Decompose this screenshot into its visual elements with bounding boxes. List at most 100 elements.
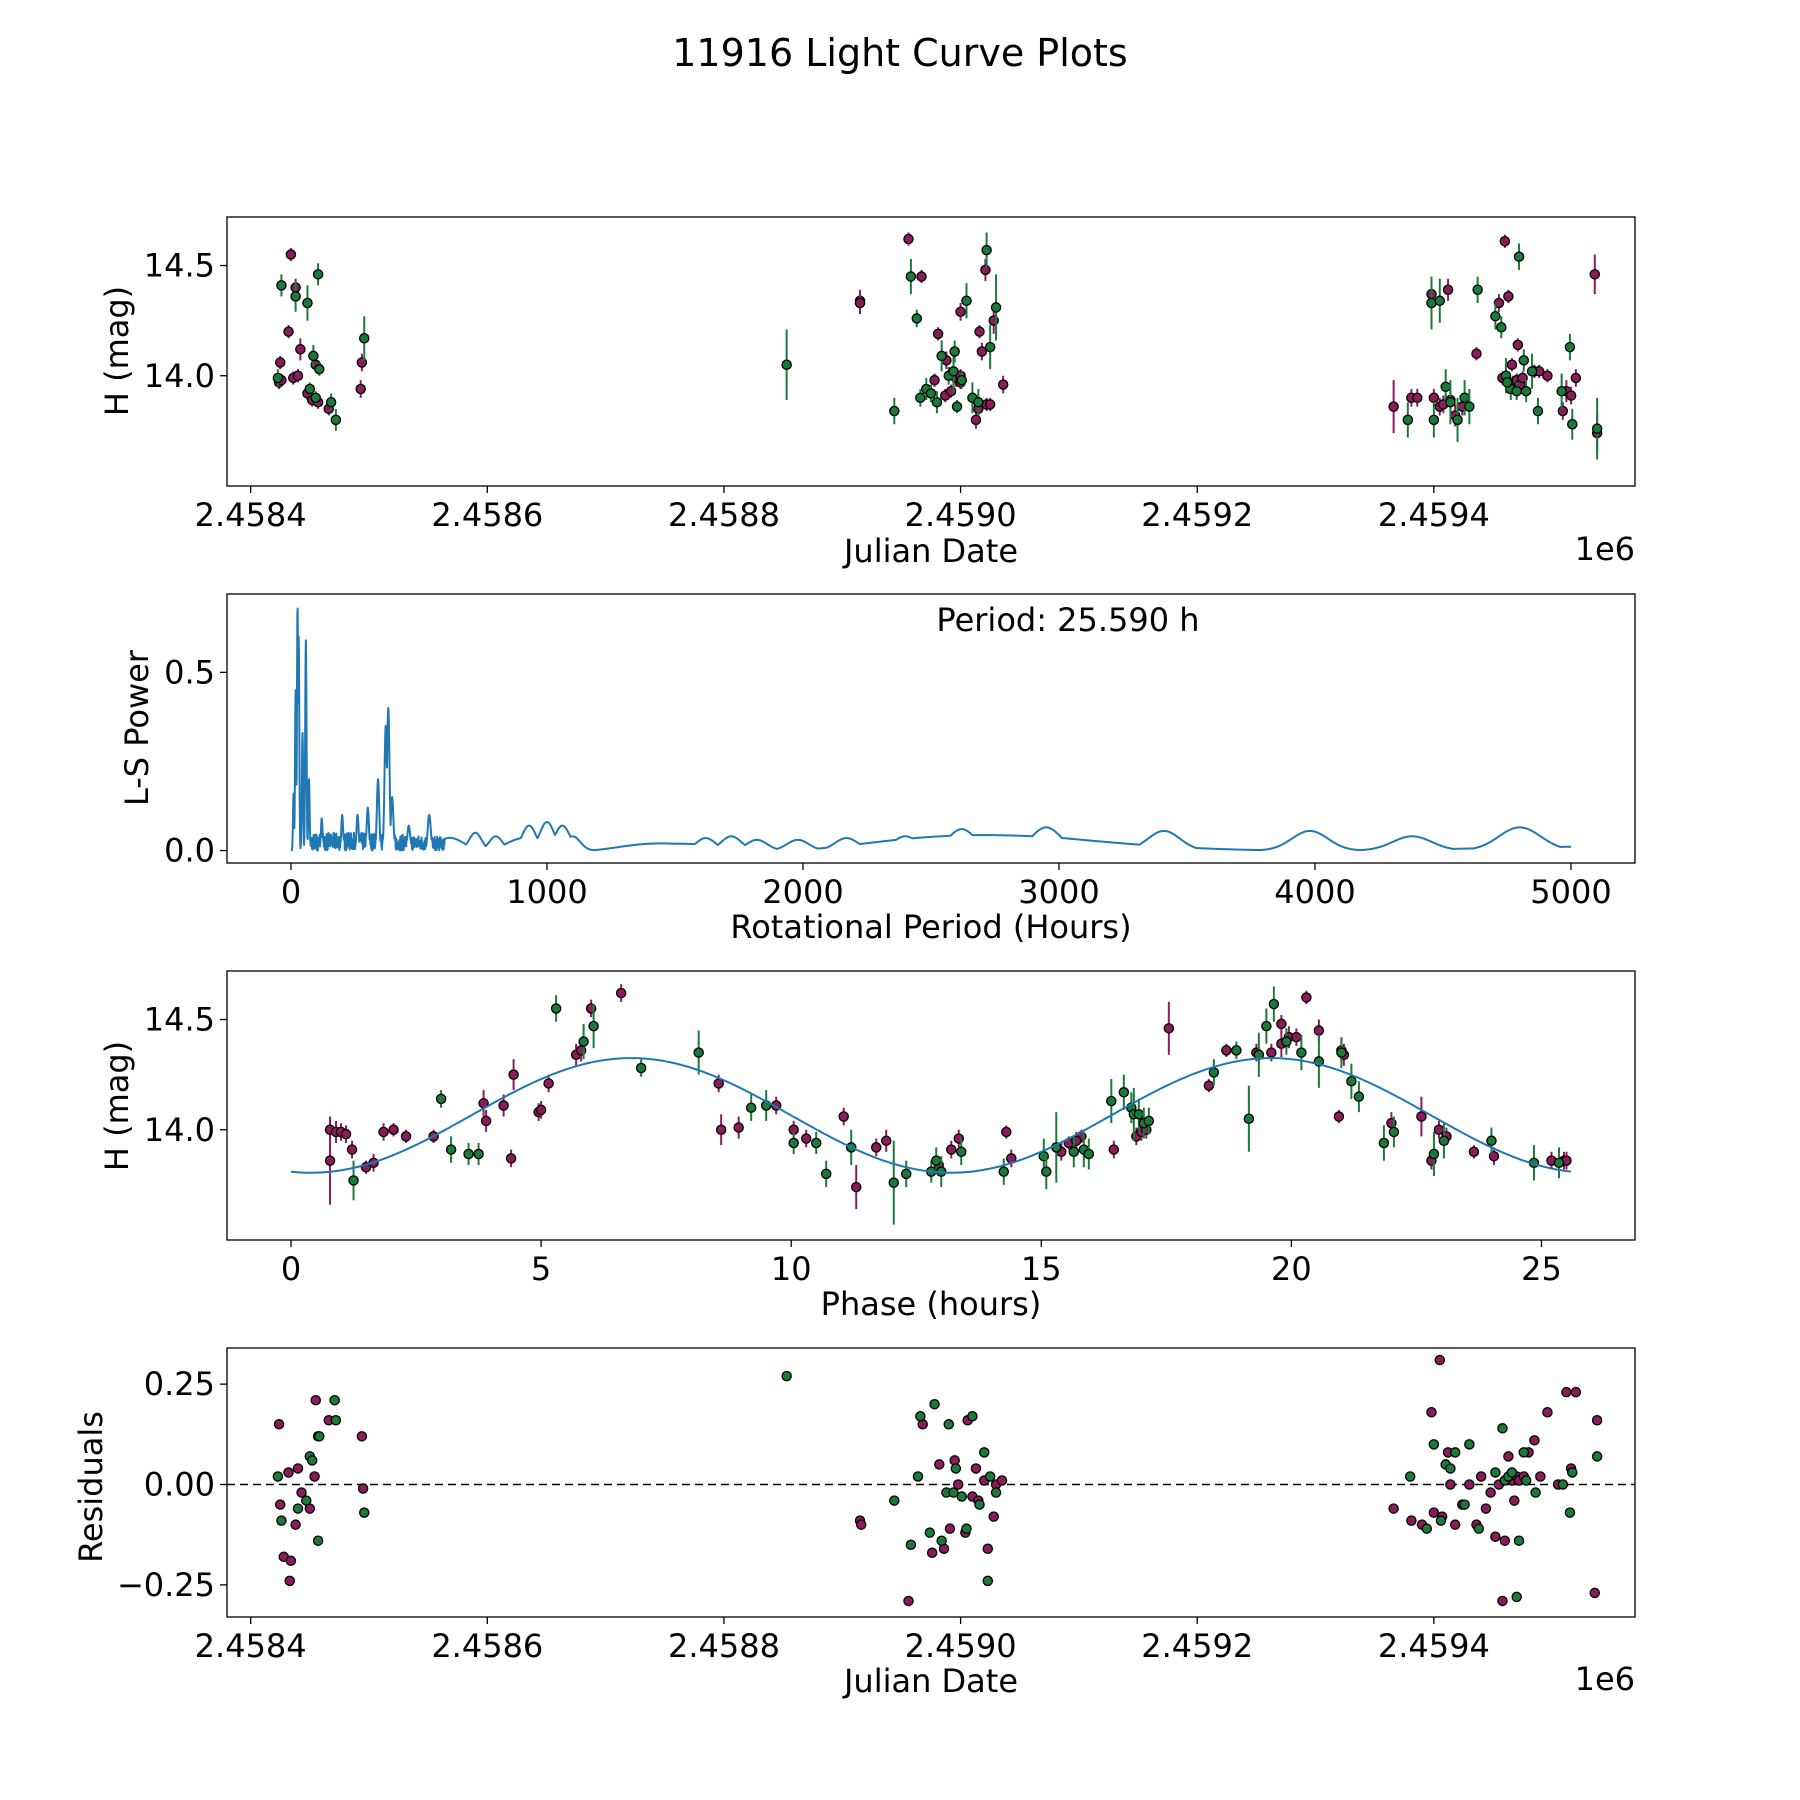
data-point: [998, 1166, 1010, 1177]
data-point: [955, 306, 966, 318]
data-point: [273, 1419, 285, 1430]
data-point: [1501, 377, 1513, 388]
data-point: [272, 372, 284, 384]
data-point: [733, 1122, 744, 1133]
data-point: [1499, 236, 1511, 247]
data-point: [1556, 385, 1567, 397]
data-point: [1520, 1475, 1532, 1486]
x-tick-label: 10: [771, 1250, 812, 1288]
data-point: [1143, 1115, 1155, 1127]
data-point: [936, 350, 947, 362]
data-point: [973, 396, 984, 408]
data-point: [473, 1148, 484, 1160]
data-point: [1333, 1111, 1345, 1122]
data-point: [1526, 366, 1538, 377]
y-tick-label: 14.5: [144, 247, 215, 285]
data-point: [970, 1463, 982, 1474]
data-point: [588, 1020, 599, 1032]
data-point: [984, 1471, 996, 1482]
data-point: [1291, 1031, 1302, 1043]
data-point: [463, 1148, 474, 1160]
data-point: [276, 1515, 287, 1526]
x-tick-label: 2.4588: [668, 1627, 780, 1665]
data-point: [348, 1175, 359, 1186]
data-point: [1268, 998, 1280, 1010]
x-tick-label: 2.4592: [1141, 1627, 1253, 1665]
data-point: [929, 374, 940, 386]
data-point: [1589, 269, 1601, 280]
data-point: [1480, 1503, 1492, 1514]
data-point: [925, 388, 937, 399]
data-point: [1589, 1587, 1601, 1599]
data-point: [1001, 1126, 1012, 1138]
x-tick-label: 5: [531, 1250, 551, 1288]
x-tick-label: 25: [1521, 1250, 1562, 1288]
periodogram-line: [290, 607, 1572, 852]
data-point: [1118, 1087, 1130, 1098]
x-tick-label: 2.4584: [195, 1627, 307, 1665]
data-point: [272, 1471, 284, 1482]
data-point: [850, 1181, 862, 1193]
data-point: [1506, 359, 1518, 370]
data-point: [1561, 1386, 1572, 1398]
data-point: [1557, 405, 1569, 417]
data-point: [956, 374, 968, 386]
data-point: [1565, 390, 1577, 401]
x-tick-label: 2.4594: [1378, 496, 1490, 534]
data-point: [800, 1133, 812, 1144]
data-point: [1421, 1523, 1433, 1534]
x-tick-label: 2.4586: [431, 1627, 543, 1665]
x-tick-label: 2.4584: [195, 496, 307, 534]
data-point: [905, 271, 917, 282]
x-tick-label: 2.4588: [668, 496, 780, 534]
data-point: [974, 326, 985, 337]
data-point: [967, 1411, 978, 1422]
data-point: [274, 1499, 286, 1510]
data-point: [1434, 1354, 1446, 1366]
data-point: [1468, 1146, 1480, 1158]
data-point: [1520, 385, 1532, 397]
y-tick-label: −0.25: [117, 1566, 215, 1604]
data-point: [535, 1104, 547, 1116]
data-point: [1475, 1471, 1487, 1482]
panel-periodogram: 0 1000 2000 3000 4000 5000 0.0 0.5 Period: 25.5…: [118, 593, 1636, 946]
data-point: [296, 1487, 307, 1498]
data-point: [997, 379, 1009, 390]
data-point: [1511, 385, 1522, 397]
data-point: [961, 295, 972, 307]
data-point: [1428, 414, 1440, 426]
data-point: [952, 1479, 964, 1490]
data-point: [1485, 1487, 1496, 1498]
data-point: [274, 357, 286, 368]
data-point: [306, 1455, 318, 1466]
data-point: [1513, 1535, 1525, 1546]
data-point: [1518, 355, 1530, 366]
data-point: [932, 328, 944, 340]
data-point: [1041, 1166, 1052, 1177]
panel-phasefold: 0 5 10 15 20 25 14.0 14.5 Phase (hours) H (mag): [98, 970, 1636, 1323]
y-tick-label: 14.5: [144, 1001, 215, 1039]
data-point: [615, 987, 627, 999]
periodogram-annotation: Period: 25.590 h: [936, 601, 1199, 639]
periodogram-marks: [290, 607, 1572, 852]
data-point: [1542, 370, 1553, 382]
data-point: [505, 1153, 517, 1164]
data-point: [912, 1471, 924, 1482]
data-point: [978, 1447, 990, 1458]
data-point: [330, 1415, 342, 1426]
data-point: [283, 326, 294, 337]
data-point: [1506, 1467, 1518, 1478]
data-point: [356, 1431, 368, 1442]
data-point: [854, 297, 866, 309]
data-point: [1509, 1495, 1520, 1506]
periodogram-xlabel: Rotational Period (Hours): [730, 908, 1131, 946]
data-point: [1459, 1499, 1470, 1510]
data-point: [1459, 392, 1470, 404]
data-point: [498, 1100, 509, 1111]
data-point: [934, 1459, 945, 1470]
y-tick-label: 0.0: [164, 832, 215, 870]
periodogram-ylabel: L-S Power: [118, 649, 156, 806]
data-point: [1428, 1439, 1440, 1450]
data-point: [357, 1483, 369, 1494]
data-point: [951, 401, 963, 412]
